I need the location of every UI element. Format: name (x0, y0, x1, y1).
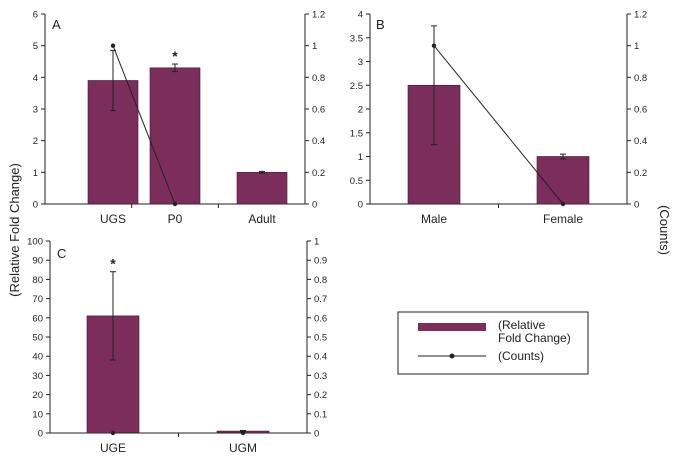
left-tick-label: 1.5 (350, 128, 363, 139)
legend-line-marker (449, 353, 455, 359)
right-tick-label: 0.7 (314, 294, 327, 305)
right-tick-label: 0.4 (314, 352, 327, 363)
right-tick-label: 1.2 (634, 10, 647, 21)
legend-bar-swatch (418, 323, 486, 331)
right-axis-label: (Counts) (657, 205, 672, 255)
left-tick-label: 3 (358, 57, 363, 68)
right-tick-label: 0.2 (312, 168, 325, 179)
right-tick-label: 0.6 (634, 105, 647, 116)
left-tick-label: 6 (33, 10, 38, 21)
left-tick-label: 5 (33, 41, 38, 52)
left-tick-label: 4 (358, 10, 363, 21)
right-tick-label: 1.2 (312, 10, 325, 21)
right-tick-label: 0.2 (314, 390, 327, 401)
counts-point (240, 430, 246, 436)
category-label-male: Male (421, 212, 447, 226)
left-tick-label: 80 (32, 275, 43, 286)
right-tick-label: 1 (314, 237, 319, 248)
left-tick-label: 1 (358, 152, 363, 163)
right-tick-label: 0.8 (634, 73, 647, 84)
panel-b: B 0 0.5 1 1.5 2 2.5 3 3.5 4 0 0.2 0.4 0.6 0.8 1 1.2 Male F… (350, 10, 647, 227)
right-tick-label: 0.6 (312, 105, 325, 116)
legend-bar-label-line2: Fold Change) (498, 331, 571, 345)
panel-c: C 0 10 20 30 40 50 60 70 80 90 100 0 0.1 0.2 0.3 0.4 0.5 0… (27, 237, 327, 456)
legend-box (397, 311, 589, 375)
left-tick-label: 2.5 (350, 81, 363, 92)
bar-adult (236, 172, 288, 205)
left-tick-label: 4 (33, 73, 38, 84)
left-tick-label: 0 (358, 200, 363, 211)
panel-label: A (52, 17, 61, 32)
left-axis-label: (Relative Fold Change) (7, 163, 22, 297)
counts-point (110, 43, 116, 48)
left-tick-label: 3 (33, 105, 38, 116)
left-tick-label: 0 (38, 429, 43, 440)
counts-point (560, 201, 566, 207)
counts-line (433, 45, 564, 205)
right-tick-label: 0.8 (314, 275, 327, 286)
counts-point (110, 430, 116, 436)
right-tick-label: 0.4 (312, 136, 325, 147)
right-tick-label: 0.3 (314, 371, 327, 382)
category-label-p0: P0 (168, 212, 183, 226)
bar-p0 (149, 67, 201, 205)
left-tick-label: 2 (33, 136, 38, 147)
legend-line-label: (Counts) (498, 349, 544, 363)
bar-female (536, 156, 590, 205)
left-tick-label: 70 (32, 294, 43, 305)
right-tick-label: 0.9 (314, 256, 327, 267)
counts-point (172, 201, 178, 207)
counts-point (431, 43, 437, 48)
left-tick-label: 1 (33, 168, 38, 179)
category-label-female: Female (543, 212, 583, 226)
significance-star: * (172, 48, 178, 64)
right-tick-label: 0 (312, 200, 317, 211)
significance-star: * (110, 256, 116, 272)
left-tick-label: 0 (33, 200, 38, 211)
right-tick-label: 0.8 (312, 73, 325, 84)
right-tick-label: 0 (634, 200, 639, 211)
left-tick-label: 60 (32, 313, 43, 324)
left-tick-label: 40 (32, 352, 43, 363)
right-tick-label: 0.1 (314, 409, 327, 420)
left-tick-label: 0.5 (350, 176, 363, 187)
panel-label: C (57, 246, 66, 261)
left-tick-label: 30 (32, 371, 43, 382)
right-tick-label: 0.2 (634, 168, 647, 179)
right-tick-label: 1 (312, 41, 317, 52)
right-tick-label: 1 (634, 41, 639, 52)
category-label-adult: Adult (248, 212, 276, 226)
counts-line (112, 45, 176, 205)
right-tick-label: 0.4 (634, 136, 647, 147)
legend: (Relative Fold Change) (Counts) (397, 311, 589, 375)
category-label-ugs: UGS (100, 212, 126, 226)
left-tick-label: 3.5 (350, 33, 363, 44)
category-label-uge: UGE (100, 441, 126, 455)
left-tick-label: 20 (32, 390, 43, 401)
category-label-ugm: UGM (229, 441, 257, 455)
left-tick-label: 2 (358, 105, 363, 116)
left-tick-label: 90 (32, 256, 43, 267)
legend-bar-label-line1: (Relative (498, 318, 546, 332)
panel-a: A 0 1 2 3 4 5 6 0 0.2 0.4 0.6 0.8 1 1.2 UGS * P0 Adult (33, 10, 326, 227)
left-tick-label: 10 (32, 409, 43, 420)
right-tick-label: 0.5 (314, 333, 327, 344)
right-tick-label: 0 (314, 429, 319, 440)
left-tick-label: 100 (27, 237, 43, 248)
left-tick-label: 50 (32, 333, 43, 344)
right-tick-label: 0.6 (314, 313, 327, 324)
panel-label: B (376, 17, 385, 32)
